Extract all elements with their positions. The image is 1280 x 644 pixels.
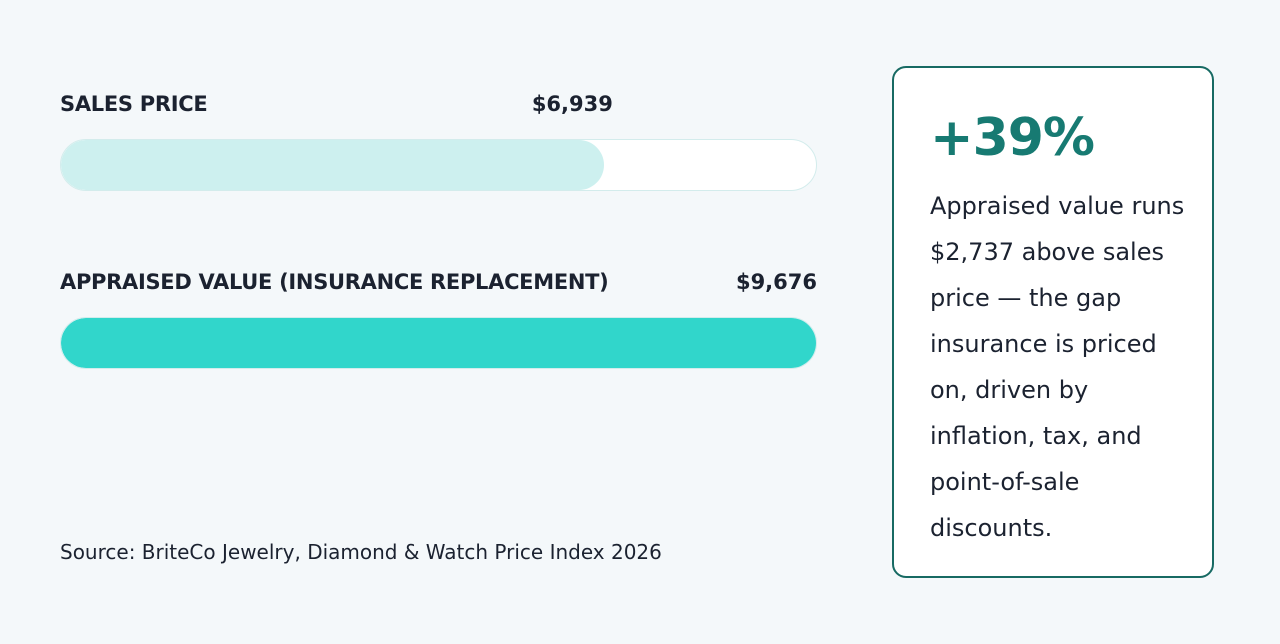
callout-body: Appraised value runs $2,737 above sales …: [930, 192, 1185, 542]
bar: [61, 140, 604, 190]
value-label: $9,676: [735, 270, 817, 294]
category-label: APPRAISED VALUE (INSURANCE REPLACEMENT): [60, 270, 609, 294]
bar-track: [60, 139, 817, 191]
category-label: SALES PRICE: [60, 92, 208, 116]
bar: [61, 318, 816, 368]
callout-headline: +39%: [930, 108, 1095, 168]
source-note: Source: BriteCo Jewelry, Diamond & Watch…: [60, 540, 662, 564]
bar-track: [60, 317, 817, 369]
callout-card: +39% Appraised value runs $2,737 above s…: [892, 66, 1214, 578]
value-label: $6,939: [531, 92, 613, 116]
